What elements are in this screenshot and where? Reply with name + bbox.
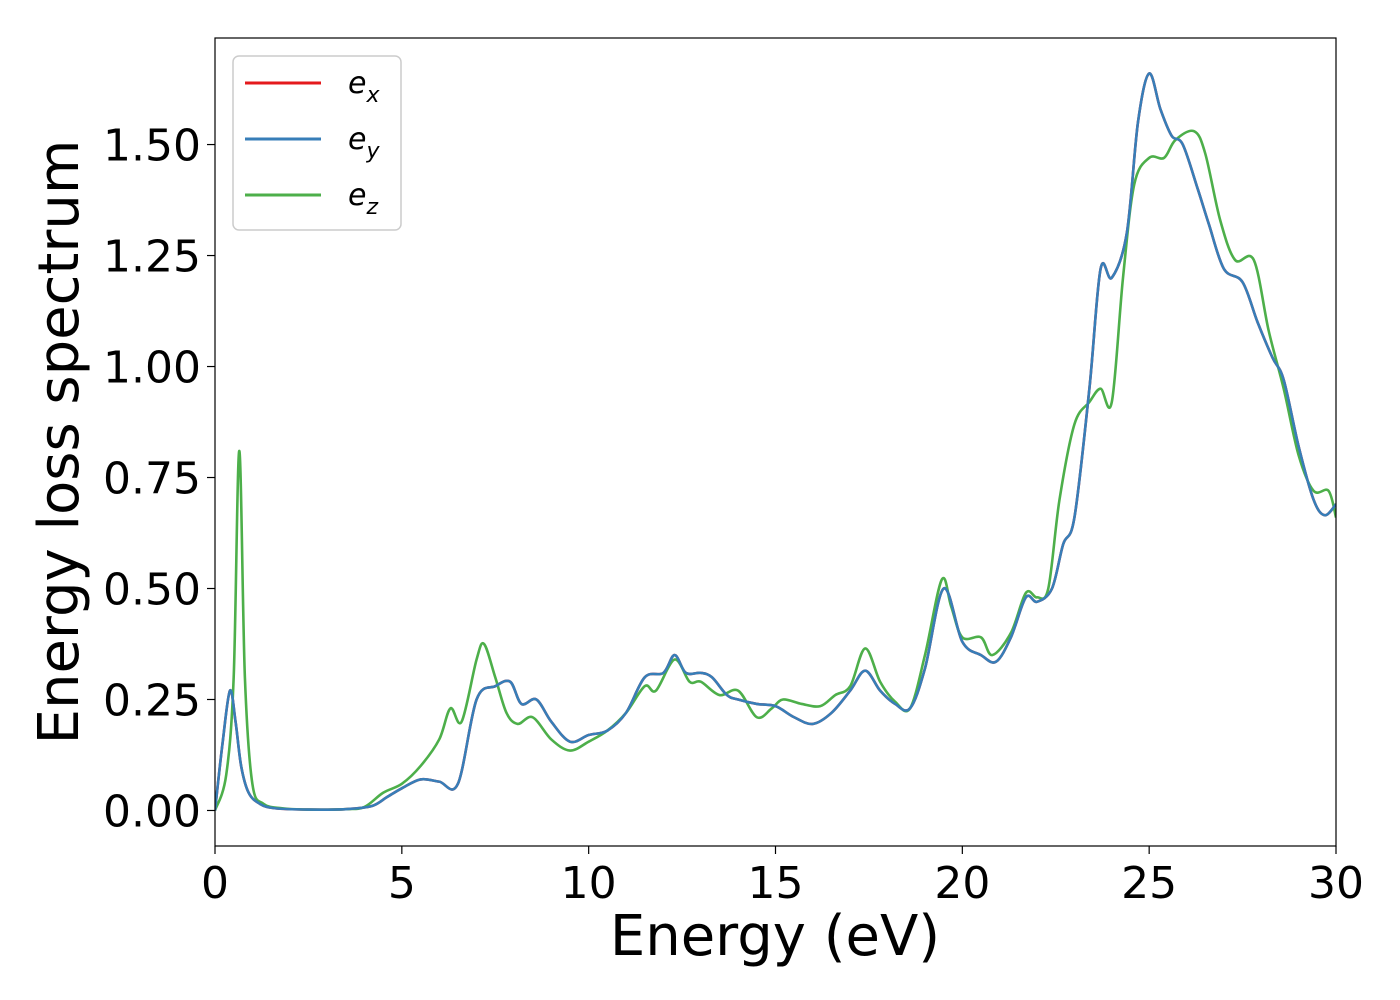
y-tick-label: 0.00 bbox=[103, 786, 201, 837]
y-tick-label: 0.75 bbox=[103, 454, 201, 505]
x-tick-label: 10 bbox=[561, 858, 617, 909]
y-axis: 0.00 0.25 0.50 0.75 1.00 1.25 1.50 bbox=[103, 121, 215, 837]
series-line-ey bbox=[215, 72, 1336, 811]
x-tick-label: 25 bbox=[1121, 858, 1177, 909]
y-tick-label: 0.25 bbox=[103, 675, 201, 726]
y-tick-label: 1.25 bbox=[103, 232, 201, 283]
x-axis-label: Energy (eV) bbox=[610, 904, 940, 969]
y-tick-label: 0.50 bbox=[103, 565, 201, 616]
legend-label-ex: ex bbox=[348, 66, 380, 108]
legend-label-ey: ey bbox=[348, 122, 380, 164]
y-tick-label: 1.00 bbox=[103, 343, 201, 394]
x-axis: 0 5 10 15 20 25 30 bbox=[201, 846, 1364, 909]
x-tick-label: 20 bbox=[934, 858, 990, 909]
x-tick-label: 0 bbox=[201, 858, 229, 909]
y-tick-label: 1.50 bbox=[103, 121, 201, 172]
legend-label-ez: ez bbox=[348, 178, 378, 220]
legend-box bbox=[232, 55, 402, 231]
plot-area bbox=[215, 38, 1336, 846]
series-layer bbox=[215, 72, 1336, 811]
x-tick-label: 15 bbox=[748, 858, 804, 909]
y-axis-label: Energy loss spectrum bbox=[27, 140, 92, 745]
x-tick-label: 5 bbox=[388, 858, 416, 909]
legend: ex ey ez bbox=[232, 55, 402, 231]
series-line-ez bbox=[215, 129, 1336, 811]
x-tick-label: 30 bbox=[1308, 858, 1364, 909]
